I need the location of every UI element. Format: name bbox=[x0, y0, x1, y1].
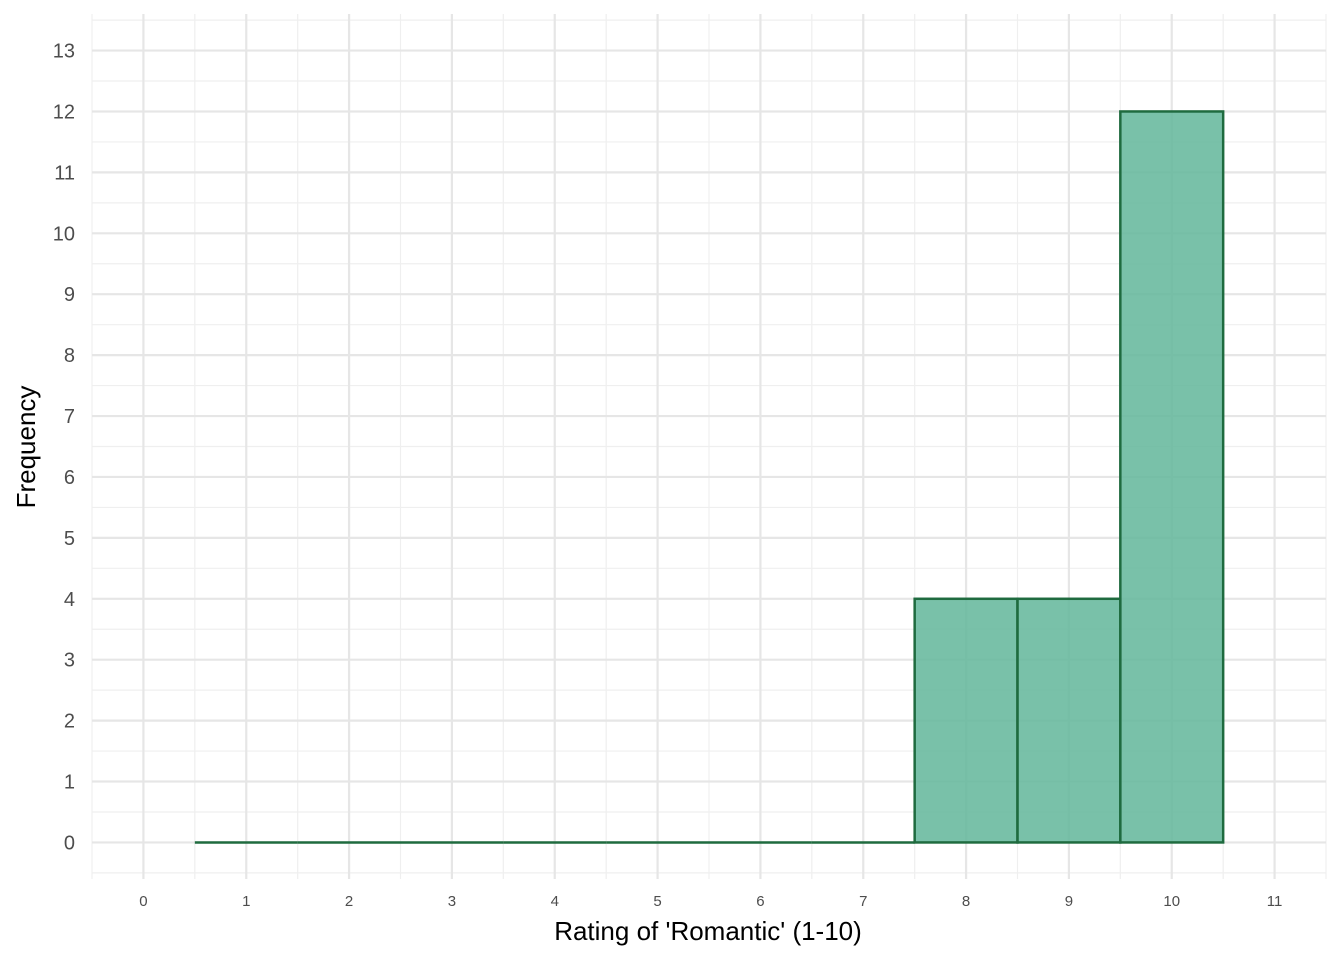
y-tick-label: 7 bbox=[64, 406, 75, 428]
y-axis-title: Frequency bbox=[11, 386, 41, 509]
x-tick-label: 9 bbox=[1065, 893, 1073, 910]
y-tick-label: 12 bbox=[53, 101, 75, 123]
y-tick-label: 4 bbox=[64, 589, 75, 611]
x-axis-title: Rating of 'Romantic' (1-10) bbox=[554, 916, 862, 946]
x-tick-label: 2 bbox=[345, 893, 353, 910]
y-tick-label: 13 bbox=[53, 41, 75, 63]
y-tick-label: 11 bbox=[54, 162, 75, 184]
y-tick-label: 5 bbox=[64, 528, 75, 550]
x-tick-label: 4 bbox=[551, 893, 559, 910]
x-tick-label: 5 bbox=[653, 893, 661, 910]
x-tick-label: 11 bbox=[1267, 893, 1283, 910]
x-tick-label: 3 bbox=[448, 893, 456, 910]
y-tick-label: 3 bbox=[64, 650, 75, 672]
x-tick-label: 8 bbox=[962, 893, 970, 910]
histogram-bar bbox=[913, 597, 1019, 844]
x-tick-label: 0 bbox=[139, 893, 147, 910]
y-tick-label: 6 bbox=[64, 467, 75, 489]
y-tick-label: 10 bbox=[53, 223, 75, 245]
x-axis-tick-labels: 0 1 2 3 4 5 6 7 8 9 10 11 bbox=[139, 893, 1282, 910]
x-tick-label: 7 bbox=[859, 893, 867, 910]
y-tick-label: 9 bbox=[64, 284, 75, 306]
histogram-bars bbox=[194, 110, 1225, 844]
x-tick-label: 1 bbox=[242, 893, 250, 910]
histogram-bar bbox=[1119, 110, 1225, 844]
y-tick-label: 8 bbox=[64, 345, 75, 367]
histogram-bar bbox=[1016, 597, 1122, 844]
y-tick-label: 1 bbox=[64, 772, 75, 794]
x-tick-label: 6 bbox=[756, 893, 764, 910]
y-tick-label: 0 bbox=[64, 832, 75, 854]
y-tick-label: 2 bbox=[64, 711, 75, 733]
x-tick-label: 10 bbox=[1163, 893, 1180, 910]
